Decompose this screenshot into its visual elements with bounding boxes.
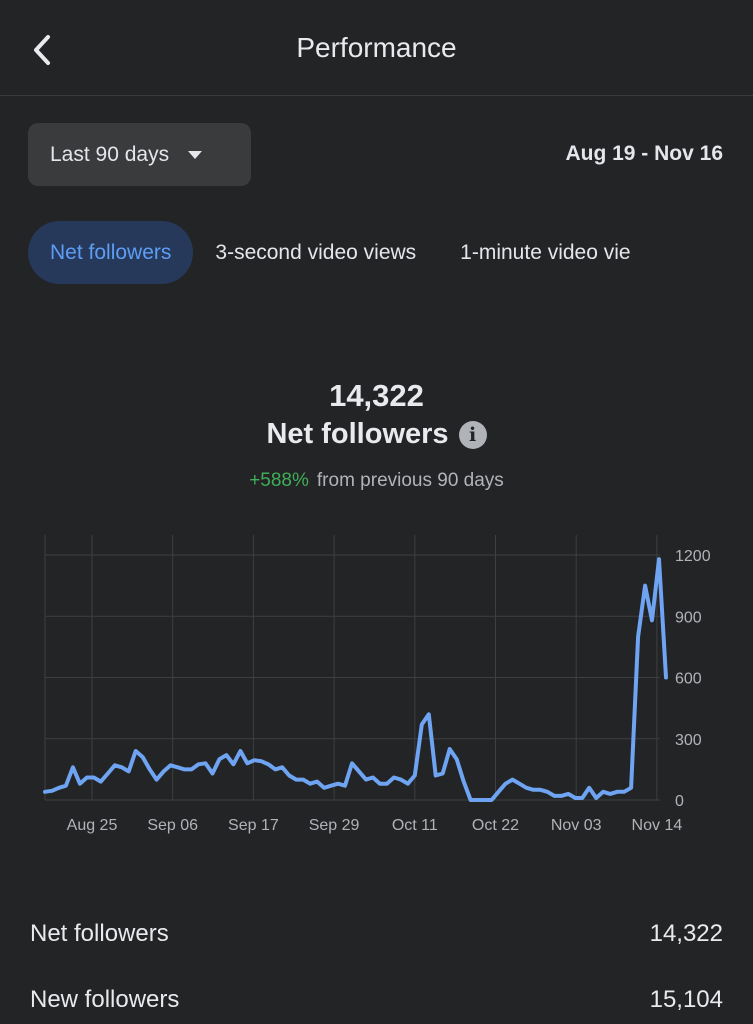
chevron-left-icon	[34, 35, 50, 65]
y-tick-label: 600	[675, 671, 702, 688]
x-tick-label: Nov 03	[551, 817, 602, 834]
x-tick-label: Oct 22	[472, 817, 519, 834]
tab-3-second-video-views[interactable]: 3-second video views	[215, 240, 417, 264]
stat-value: 14,322	[649, 920, 723, 947]
metric-tabs: Net followers 3-second video views 1-minut…	[28, 221, 753, 284]
x-tick-label: Aug 25	[67, 817, 118, 834]
date-range-dropdown-label: Last 90 days	[50, 142, 170, 166]
y-tick-label: 900	[675, 609, 702, 626]
net-followers-chart: Aug 25 Sep 06 Sep 17 Sep 29 Oct 11 Oct 22 Nov …	[43, 535, 711, 834]
page-title: Performance	[296, 32, 457, 63]
series-line	[43, 557, 668, 802]
tab-net-followers[interactable]: Net followers	[28, 221, 194, 284]
stat-label: Net followers	[30, 920, 169, 947]
x-tick-label: Oct 11	[392, 817, 438, 834]
info-icon[interactable]: i	[458, 420, 487, 449]
caret-down-icon	[187, 150, 203, 160]
metric-label-row: Net followers i	[0, 418, 753, 451]
change-text: from previous 90 days	[316, 470, 504, 491]
stat-label: New followers	[30, 986, 180, 1013]
change-percent: +588%	[249, 470, 309, 491]
stat-row-new-followers: New followers 15,104	[30, 980, 723, 1020]
stat-row-net-followers: Net followers 14,322	[30, 914, 723, 954]
tab-1-minute-video-views[interactable]: 1-minute video vie	[460, 240, 631, 264]
stat-value: 15,104	[649, 986, 723, 1013]
metric-value: 14,322	[329, 378, 424, 413]
date-range-text: Aug 19 - Nov 16	[565, 142, 723, 165]
header-bar: Performance	[0, 0, 753, 96]
date-range-dropdown[interactable]: Last 90 days	[28, 123, 251, 186]
x-tick-label: Nov 14	[632, 817, 683, 834]
metric-label: Net followers	[266, 418, 449, 450]
y-tick-label: 300	[675, 732, 702, 749]
x-tick-label: Sep 29	[309, 817, 360, 834]
y-tick-label: 1200	[675, 548, 711, 565]
y-tick-label: 0	[675, 793, 684, 810]
x-tick-label: Sep 17	[228, 817, 279, 834]
x-tick-label: Sep 06	[147, 817, 198, 834]
change-line: +588% from previous 90 days	[0, 470, 753, 492]
back-button[interactable]	[24, 30, 60, 70]
